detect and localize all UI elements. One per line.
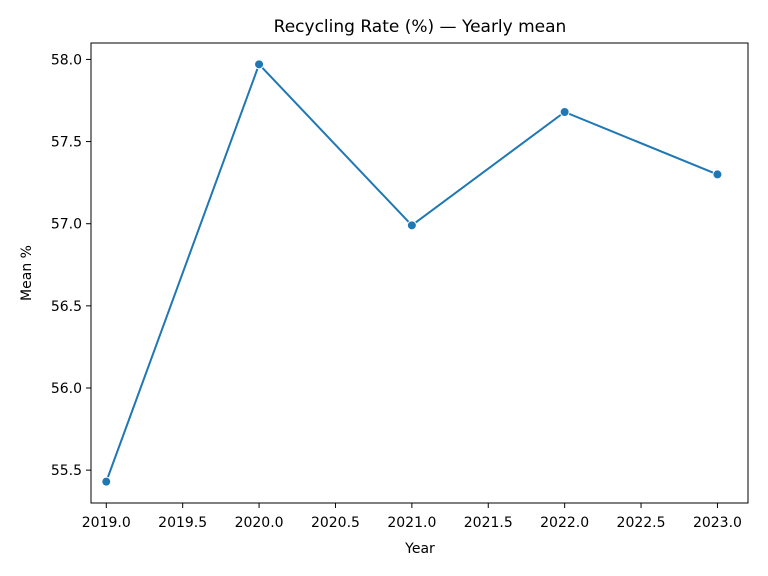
x-tick-label: 2022.5 xyxy=(617,515,666,531)
plot-area xyxy=(90,42,749,504)
data-point xyxy=(254,59,265,70)
x-axis-ticks: 2019.0 2019.5 2020.0 2020.5 2021.0 2021.5 2022… xyxy=(82,503,742,531)
chart-title: Recycling Rate (%) — Yearly mean xyxy=(274,17,567,37)
x-tick-label: 2022.0 xyxy=(540,515,589,531)
data-point xyxy=(559,107,570,117)
x-tick-label: 2021.0 xyxy=(387,515,436,531)
series-layer xyxy=(101,59,723,487)
y-tick-label: 57.5 xyxy=(51,135,82,151)
data-point xyxy=(712,169,723,180)
y-tick-label: 58.0 xyxy=(51,52,82,68)
x-tick-label: 2020.5 xyxy=(311,515,360,531)
data-point xyxy=(406,220,417,231)
y-tick-label: 56.5 xyxy=(51,299,82,315)
y-axis-ticks: 55.5 56.0 56.5 57.0 57.5 58.0 xyxy=(51,52,91,479)
x-tick-label: 2020.0 xyxy=(235,515,284,531)
axes-frame xyxy=(90,42,749,504)
x-tick-label: 2019.5 xyxy=(158,515,207,531)
y-tick-label: 55.5 xyxy=(51,463,82,479)
x-tick-label: 2023.0 xyxy=(693,515,742,531)
y-tick-label: 57.0 xyxy=(51,217,82,233)
y-tick-label: 56.0 xyxy=(51,381,82,397)
x-tick-label: 2019.0 xyxy=(82,515,131,531)
data-point xyxy=(101,476,112,487)
x-tick-label: 2021.5 xyxy=(464,515,513,531)
x-axis-label: Year xyxy=(404,541,435,557)
y-axis-label: Mean % xyxy=(19,245,35,301)
